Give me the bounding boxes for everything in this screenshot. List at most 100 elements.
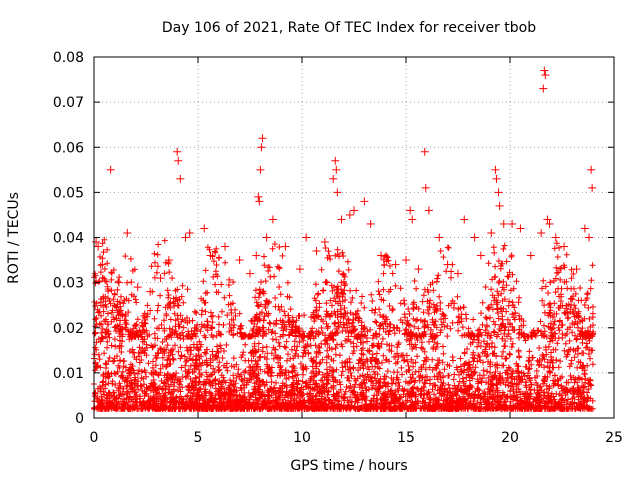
data-point [235, 256, 244, 265]
data-point [185, 228, 194, 237]
point-cloud-marks [91, 236, 597, 412]
y-tick-label: 0.06 [53, 140, 84, 156]
data-point [470, 233, 479, 242]
x-tick-label: 5 [194, 430, 203, 446]
data-point [540, 66, 549, 75]
data-point [421, 183, 430, 192]
data-point [495, 201, 504, 210]
data-point [295, 265, 304, 274]
data-point [435, 233, 444, 242]
data-point [420, 147, 429, 156]
data-point [414, 265, 423, 274]
data-point [588, 183, 597, 192]
data-point [587, 165, 596, 174]
data-point [146, 287, 155, 296]
y-tick-label: 0.01 [53, 366, 84, 382]
y-tick-label: 0.02 [53, 321, 84, 337]
x-tick-label: 10 [293, 430, 311, 446]
data-point [268, 215, 277, 224]
data-point [377, 251, 386, 260]
data-point [257, 143, 266, 152]
data-point [345, 210, 354, 219]
data-point [580, 224, 589, 233]
y-tick-label: 0.07 [53, 95, 84, 111]
data-point [494, 188, 503, 197]
data-point [262, 233, 271, 242]
data-point [350, 206, 358, 215]
data-point [491, 165, 500, 174]
data-point [206, 251, 215, 260]
data-point [508, 219, 517, 228]
data-point [94, 242, 103, 251]
data-point [391, 260, 400, 269]
data-point [331, 156, 340, 165]
data-point [476, 251, 485, 260]
chart-title: Day 106 of 2021, Rate Of TEC Index for r… [162, 20, 536, 36]
data-point [408, 215, 417, 224]
data-point [98, 260, 107, 269]
data-point [551, 233, 560, 242]
y-tick-labels: 0 0.01 0.02 0.03 0.04 0.05 0.06 0.07 0.08 [53, 50, 84, 427]
data-point [200, 224, 209, 233]
data-point [337, 215, 346, 224]
data-point [258, 134, 267, 143]
data-point [487, 228, 496, 237]
data-point [252, 251, 261, 260]
y-tick-label: 0 [75, 411, 84, 427]
y-tick-label: 0.04 [53, 231, 84, 247]
data-point [545, 219, 554, 228]
data-point [256, 165, 265, 174]
data-point [114, 278, 123, 287]
data-point [366, 219, 375, 228]
data-point [537, 228, 546, 237]
data-point [406, 206, 415, 215]
data-point [320, 238, 329, 247]
data-point [454, 269, 462, 278]
x-tick-labels: 0 5 10 15 20 25 [90, 430, 623, 446]
data-point [541, 71, 550, 80]
data-point [156, 274, 165, 283]
data-point [92, 238, 101, 247]
data-point [123, 228, 132, 237]
data-point [492, 174, 501, 183]
data-point [181, 233, 190, 242]
y-tick-label: 0.05 [53, 185, 84, 201]
data-point [302, 233, 311, 242]
data-point [173, 147, 182, 156]
data-point [176, 174, 185, 183]
data-point [402, 256, 410, 265]
data-point [281, 242, 290, 251]
data-point [572, 265, 581, 274]
y-tick-label: 0.08 [53, 50, 84, 66]
data-point [312, 247, 321, 256]
data-point [133, 283, 142, 292]
x-tick-label: 0 [90, 430, 99, 446]
y-axis-label: ROTI / TECUs [6, 192, 22, 284]
x-tick-label: 25 [605, 430, 623, 446]
data-point [460, 215, 469, 224]
x-axis-label: GPS time / hours [290, 458, 407, 474]
data-point [560, 242, 569, 251]
data-point [539, 84, 548, 93]
dense-point-cloud [91, 236, 597, 412]
axis-ticks [93, 56, 615, 419]
data-point [254, 192, 263, 201]
data-point [499, 219, 508, 228]
x-tick-label: 20 [501, 430, 519, 446]
data-point [174, 156, 183, 165]
data-point [221, 242, 230, 251]
data-point [246, 269, 254, 278]
data-point [543, 215, 552, 224]
data-point [516, 224, 525, 233]
data-point [333, 188, 342, 197]
data-point [585, 233, 594, 242]
data-point [329, 174, 338, 183]
data-point [526, 251, 535, 260]
data-point [106, 165, 115, 174]
data-point [255, 197, 264, 206]
x-tick-label: 15 [397, 430, 415, 446]
data-point [332, 165, 341, 174]
data-point [443, 260, 452, 269]
data-points [92, 66, 597, 296]
